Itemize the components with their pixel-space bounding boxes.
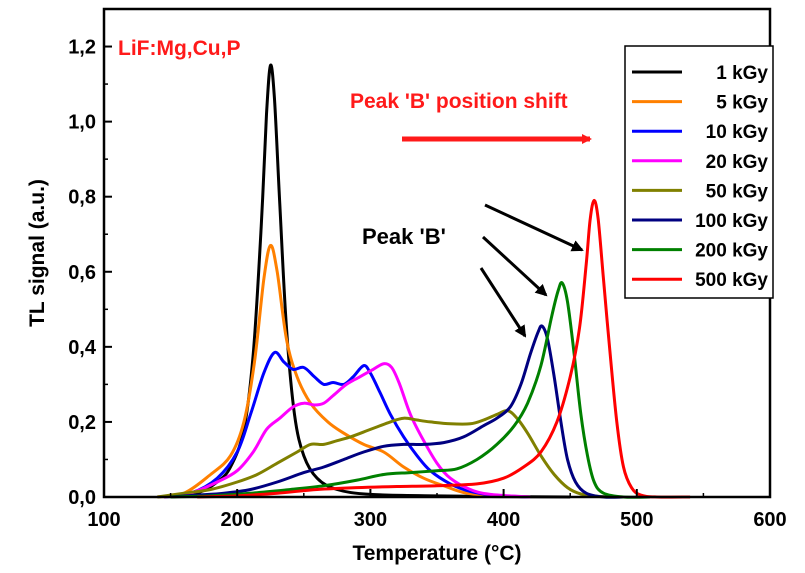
- x-axis: 100 200 300 400 500 600: [87, 489, 787, 531]
- x-tick-label: 300: [354, 509, 387, 531]
- y-tick-label: 0,4: [68, 337, 97, 359]
- legend-label-20-kgy: 20 kGy: [706, 152, 769, 173]
- series-line-500-kgy: [197, 198, 691, 499]
- series-line-100-kgy: [170, 324, 624, 499]
- x-axis-title: Temperature (°C): [352, 542, 521, 565]
- shift-annotation: Peak 'B' position shift: [350, 90, 568, 113]
- series-line-200-kgy: [170, 281, 651, 499]
- series-line-10-kgy: [163, 350, 531, 499]
- y-tick-label: 1,0: [68, 112, 96, 134]
- legend-label-100-kgy: 100 kGy: [695, 211, 768, 232]
- y-tick-label: 0,0: [68, 487, 96, 509]
- x-tick-label: 600: [753, 509, 786, 531]
- series-line-5-kgy: [157, 243, 531, 499]
- y-tick-label: 0,6: [68, 262, 96, 284]
- material-label: LiF:Mg,Cu,P: [118, 37, 240, 60]
- x-tick-label: 100: [87, 509, 120, 531]
- x-tick-label: 400: [487, 509, 520, 531]
- legend-label-500-kgy: 500 kGy: [695, 270, 768, 291]
- y-tick-label: 0,2: [68, 412, 96, 434]
- peak-b-label: Peak 'B': [362, 224, 446, 249]
- y-tick-label: 1,2: [68, 37, 96, 59]
- peak-b-arrow-100kgy: [479, 267, 527, 338]
- legend-label-10-kgy: 10 kGy: [706, 122, 769, 143]
- series-line-50-kgy: [157, 409, 624, 499]
- series-lines: [157, 63, 691, 499]
- legend-label-50-kgy: 50 kGy: [706, 181, 769, 202]
- series-line-20-kgy: [163, 362, 531, 499]
- legend-label-1-kgy: 1 kGy: [716, 63, 768, 84]
- legend-label-200-kgy: 200 kGy: [695, 241, 768, 262]
- x-tick-label: 200: [221, 509, 254, 531]
- y-tick-label: 0,8: [68, 187, 96, 209]
- peak-b-arrow-200kgy: [481, 235, 548, 297]
- y-axis: 0,0 0,2 0,4 0,6 0,8 1,0 1,2: [68, 8, 112, 509]
- y-axis-title: TL signal (a.u.): [26, 179, 49, 327]
- legend-label-5-kgy: 5 kGy: [716, 93, 768, 114]
- x-tick-label: 500: [620, 509, 653, 531]
- legend-box: [624, 45, 774, 299]
- legend: 1 kGy 5 kGy 10 kGy 20 kGy 50 kGy 100 kGy 200 k…: [624, 45, 774, 299]
- peak-b-arrow-500kgy: [484, 203, 584, 252]
